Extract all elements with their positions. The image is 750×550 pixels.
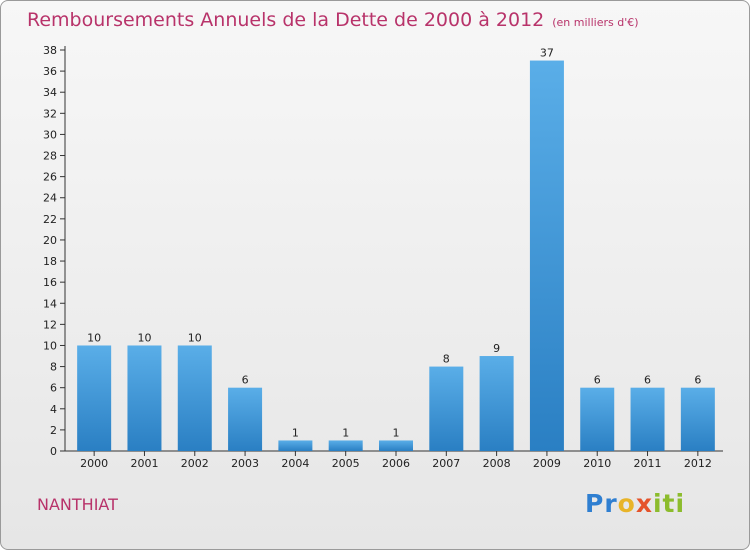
y-tick-label: 12 [43, 318, 57, 331]
bar [630, 387, 665, 451]
bar-value-label: 10 [87, 331, 101, 344]
x-tick-label: 2012 [684, 457, 712, 470]
bar-value-label: 10 [188, 331, 202, 344]
y-tick-label: 4 [50, 403, 57, 416]
logo-part-2: o [617, 489, 636, 518]
bar [479, 356, 514, 451]
proxiti-logo: Proxiti [585, 489, 685, 518]
y-tick-label: 14 [43, 297, 57, 310]
x-tick-label: 2001 [130, 457, 158, 470]
bar [680, 387, 715, 451]
bar [429, 366, 464, 451]
bar [379, 440, 413, 451]
x-tick-label: 2011 [634, 457, 662, 470]
bar [580, 387, 615, 451]
x-tick-label: 2008 [483, 457, 511, 470]
bar [127, 345, 162, 451]
chart-unit: (en milliers d'€) [552, 16, 639, 29]
bar-value-label: 1 [342, 426, 349, 439]
x-tick-label: 2005 [332, 457, 360, 470]
y-tick-label: 26 [43, 171, 57, 184]
x-tick-label: 2002 [181, 457, 209, 470]
bar [278, 440, 313, 451]
bar-value-label: 1 [292, 426, 299, 439]
y-tick-label: 18 [43, 255, 57, 268]
x-tick-label: 2006 [382, 457, 410, 470]
y-tick-label: 36 [43, 65, 57, 78]
bar-value-label: 6 [644, 374, 651, 387]
x-tick-label: 2003 [231, 457, 259, 470]
bar-value-label: 1 [393, 426, 400, 439]
y-tick-label: 20 [43, 234, 57, 247]
y-tick-label: 34 [43, 86, 57, 99]
bar [529, 60, 564, 451]
y-tick-label: 10 [43, 339, 57, 352]
y-tick-label: 6 [50, 382, 57, 395]
x-tick-label: 2007 [432, 457, 460, 470]
bar [77, 345, 112, 451]
y-tick-label: 38 [43, 44, 57, 57]
y-tick-label: 32 [43, 107, 57, 120]
y-tick-label: 8 [50, 361, 57, 374]
x-tick-label: 2004 [281, 457, 309, 470]
bar-value-label: 6 [242, 374, 249, 387]
bar-value-label: 8 [443, 353, 450, 366]
y-tick-label: 22 [43, 213, 57, 226]
logo-part-3: x [635, 489, 653, 518]
chart-title: Remboursements Annuels de la Dette de 20… [27, 9, 639, 31]
y-tick-label: 24 [43, 192, 57, 205]
bar-value-label: 9 [493, 342, 500, 355]
chart-title-text: Remboursements Annuels de la Dette de 20… [27, 9, 545, 31]
logo-part-1: Pr [585, 489, 618, 518]
bar-value-label: 10 [137, 331, 151, 344]
y-tick-label: 0 [50, 445, 57, 458]
bar-value-label: 37 [540, 47, 554, 60]
y-tick-label: 16 [43, 276, 57, 289]
y-tick-label: 2 [50, 424, 57, 437]
x-tick-label: 2009 [533, 457, 561, 470]
bar [328, 440, 363, 451]
bar [228, 387, 263, 451]
y-tick-label: 30 [43, 128, 57, 141]
commune-name: NANTHIAT [37, 495, 118, 514]
bar-value-label: 6 [694, 374, 701, 387]
x-tick-label: 2000 [80, 457, 108, 470]
logo-part-4: iti [652, 489, 686, 518]
bar [177, 345, 212, 451]
y-tick-label: 28 [43, 150, 57, 163]
bar-value-label: 6 [594, 374, 601, 387]
x-tick-label: 2010 [583, 457, 611, 470]
